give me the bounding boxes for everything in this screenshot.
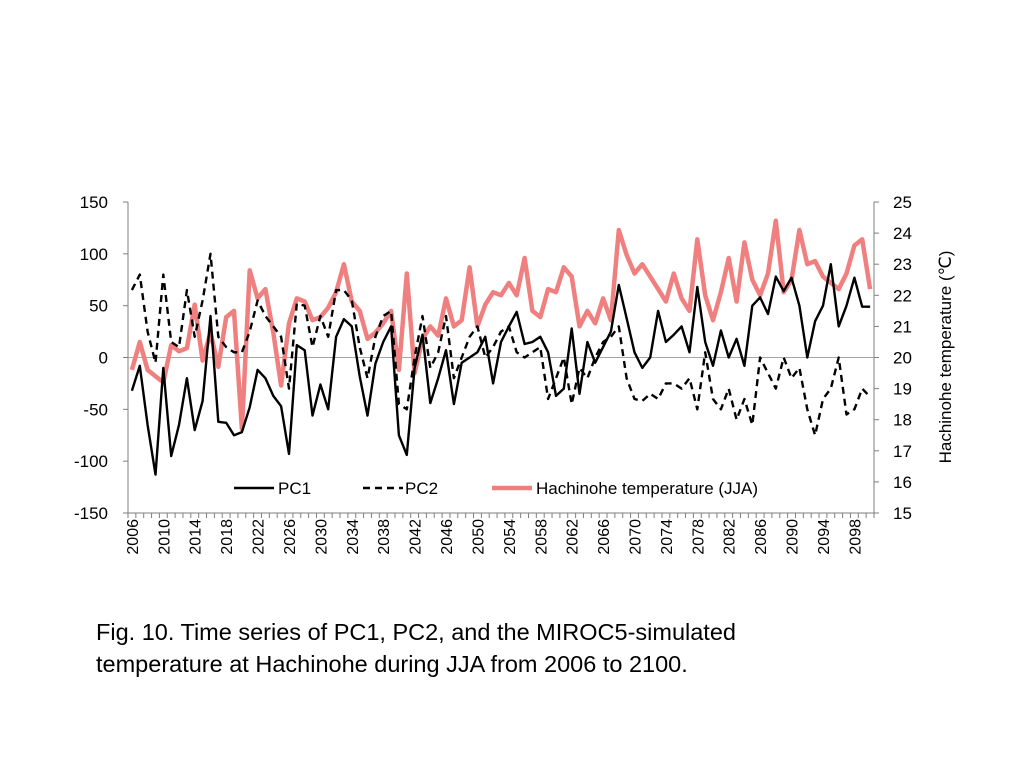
figure-caption: Fig. 10. Time series of PC1, PC2, and th… [96,616,816,680]
left-tick-label: 150 [80,193,108,212]
x-tick-label: 2018 [219,519,236,555]
left-tick-label: 50 [89,297,108,316]
right-tick-label: 25 [893,193,912,212]
legend-pc1-label: PC1 [278,479,311,498]
x-tick-label: 2066 [596,519,613,555]
right-tick-label: 23 [893,255,912,274]
x-tick-label: 2006 [125,519,142,555]
chart-axes: 150 100 50 0 -50 -100 -150 25 24 23 22 21 20 19 18 17 16… [74,193,912,555]
x-tick-label: 2070 [627,519,644,555]
x-tick-label: 2058 [533,519,550,555]
x-tick-label: 2038 [376,519,393,555]
x-tick-label: 2042 [408,519,425,555]
x-tick-label: 2034 [345,519,362,555]
x-tick-label: 2090 [785,519,802,555]
x-tick-label: 2050 [470,519,487,555]
x-tick-label: 2046 [439,519,456,555]
x-tick-label: 2094 [816,519,833,555]
caption-line-2: temperature at Hachinohe during JJA from… [96,651,688,677]
left-tick-label: 100 [80,245,108,264]
x-tick-label: 2062 [565,519,582,555]
right-tick-label: 24 [893,224,912,243]
legend-temperature-label: Hachinohe temperature (JJA) [536,479,758,498]
right-tick-label: 18 [893,411,912,430]
x-tick-label: 2010 [156,519,173,555]
x-tick-label: 2054 [502,519,519,555]
series-lines [129,218,873,476]
right-axis-label: Hachinohe temperature (℃) [936,251,955,464]
left-tick-label: -100 [74,452,108,471]
legend-pc2-label: PC2 [405,479,438,498]
right-tick-label: 19 [893,380,912,399]
right-tick-label: 16 [893,473,912,492]
left-tick-label: -50 [83,400,108,419]
pc2-series-line [130,252,871,437]
x-tick-label: 2022 [251,519,268,555]
pc1-series-line [130,263,871,476]
x-tick-label: 2078 [690,519,707,555]
x-tick-label: 2074 [659,519,676,555]
right-tick-label: 21 [893,317,912,336]
caption-line-1: Fig. 10. Time series of PC1, PC2, and th… [96,619,736,645]
x-tick-label: 2026 [282,519,299,555]
time-series-chart: 150 100 50 0 -50 -100 -150 25 24 23 22 21 20 19 18 17 16… [74,193,955,555]
x-tick-label: 2082 [722,519,739,555]
x-tick-label: 2086 [753,519,770,555]
chart-legend: PC1 PC2 Hachinohe temperature (JJA) [234,479,758,498]
temperature-series-line [129,218,873,432]
right-tick-label: 22 [893,286,912,305]
x-tick-label: 2098 [847,519,864,555]
right-tick-label: 15 [893,504,912,523]
right-tick-label: 20 [893,349,912,368]
x-tick-label: 2014 [188,519,205,555]
left-tick-label: 0 [99,349,108,368]
left-tick-label: -150 [74,504,108,523]
x-tick-label: 2030 [313,519,330,555]
right-tick-label: 17 [893,442,912,461]
